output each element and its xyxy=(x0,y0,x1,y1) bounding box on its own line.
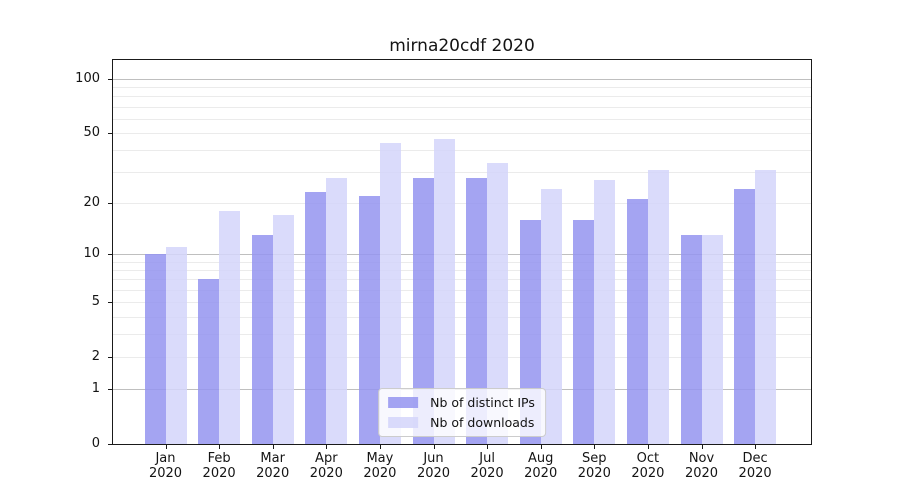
x-tick-label-dec: Dec 2020 xyxy=(738,451,772,481)
bar-downloads-jan xyxy=(165,247,187,444)
gridline-minor-30 xyxy=(113,172,811,174)
gridline-minor-4 xyxy=(113,316,811,318)
bar-downloads-sep xyxy=(594,180,616,444)
x-tick-sep xyxy=(594,445,596,449)
bar-distinct-ips-oct xyxy=(626,199,648,444)
x-tick-label-aug: Aug 2020 xyxy=(524,451,558,481)
gridline-minor-20 xyxy=(113,203,811,205)
gridline-minor-6 xyxy=(113,289,811,291)
y-tick-50 xyxy=(108,132,112,134)
x-tick-jan xyxy=(165,445,167,449)
x-tick-label-jul: Jul 2020 xyxy=(470,451,504,481)
gridline-minor-8 xyxy=(113,270,811,272)
x-tick-jul xyxy=(487,445,489,449)
legend-swatch-distinct-ips xyxy=(388,397,419,408)
x-tick-label-oct: Oct 2020 xyxy=(631,451,665,481)
y-tick-label-1: 1 xyxy=(91,381,100,397)
x-tick-label-feb: Feb 2020 xyxy=(202,451,236,481)
legend-label-downloads: Nb of downloads xyxy=(430,415,535,430)
y-tick-label-0: 0 xyxy=(91,436,100,451)
y-tick-label-20: 20 xyxy=(83,195,100,211)
gridline-major-10 xyxy=(113,254,811,256)
legend-item-downloads: Nb of downloads xyxy=(388,415,535,430)
bar-downloads-oct xyxy=(647,169,669,444)
bar-distinct-ips-jun xyxy=(412,177,434,444)
x-tick-mar xyxy=(272,445,274,449)
y-tick-1 xyxy=(108,389,112,391)
gridline-minor-2 xyxy=(113,357,811,359)
bar-distinct-ips-may xyxy=(358,195,380,444)
y-tick-100 xyxy=(108,78,112,80)
bar-distinct-ips-apr xyxy=(305,192,327,444)
x-tick-label-mar: Mar 2020 xyxy=(256,451,290,481)
y-tick-2 xyxy=(108,357,112,359)
y-tick-label-100: 100 xyxy=(75,70,100,86)
x-tick-feb xyxy=(219,445,221,449)
bar-distinct-ips-nov xyxy=(680,235,702,444)
x-tick-label-apr: Apr 2020 xyxy=(309,451,343,481)
bar-distinct-ips-jul xyxy=(466,177,488,444)
x-tick-jun xyxy=(433,445,435,449)
y-tick-20 xyxy=(108,203,112,205)
gridline-minor-60 xyxy=(113,118,811,120)
plot-area: Nb of distinct IPs Nb of downloads xyxy=(113,60,811,444)
y-tick-label-50: 50 xyxy=(83,124,100,140)
gridline-minor-80 xyxy=(113,96,811,98)
bar-distinct-ips-sep xyxy=(573,219,595,444)
chart-title: mirna20cdf 2020 xyxy=(389,36,535,56)
legend-swatch-downloads xyxy=(388,417,419,428)
bar-downloads-apr xyxy=(326,177,348,444)
gridline-minor-7 xyxy=(113,279,811,281)
y-tick-5 xyxy=(108,302,112,304)
x-tick-label-may: May 2020 xyxy=(363,451,397,481)
legend: Nb of distinct IPs Nb of downloads xyxy=(378,388,546,437)
bar-distinct-ips-feb xyxy=(198,279,220,444)
x-tick-label-jan: Jan 2020 xyxy=(148,451,183,481)
legend-label-distinct-ips: Nb of distinct IPs xyxy=(430,395,535,410)
y-tick-0 xyxy=(108,444,112,445)
x-tick-label-nov: Nov 2020 xyxy=(684,451,719,481)
bar-downloads-nov xyxy=(701,235,723,444)
gridline-minor-3 xyxy=(113,334,811,336)
bar-distinct-ips-aug xyxy=(519,219,541,444)
bar-downloads-may xyxy=(379,142,401,444)
gridline-minor-5 xyxy=(113,302,811,304)
bar-downloads-dec xyxy=(755,169,777,444)
gridline-minor-90 xyxy=(113,87,811,88)
bar-downloads-jun xyxy=(433,139,455,444)
x-tick-label-sep: Sep 2020 xyxy=(577,451,611,481)
bar-distinct-ips-mar xyxy=(251,235,273,444)
x-tick-oct xyxy=(647,445,649,449)
y-tick-label-2: 2 xyxy=(91,349,100,365)
bar-downloads-mar xyxy=(272,215,294,444)
gridline-major-100 xyxy=(113,78,811,80)
y-tick-label-5: 5 xyxy=(91,294,100,310)
x-tick-aug xyxy=(540,445,542,449)
legend-item-distinct-ips: Nb of distinct IPs xyxy=(388,395,535,410)
bar-downloads-aug xyxy=(540,189,562,444)
bar-downloads-feb xyxy=(219,210,241,444)
x-tick-may xyxy=(379,445,381,449)
x-tick-apr xyxy=(326,445,328,449)
x-tick-dec xyxy=(755,445,757,449)
x-tick-nov xyxy=(701,445,703,449)
bar-downloads-jul xyxy=(487,162,509,444)
gridline-minor-50 xyxy=(113,132,811,134)
bar-distinct-ips-jan xyxy=(144,254,166,444)
x-tick-label-jun: Jun 2020 xyxy=(416,451,451,481)
gridline-minor-9 xyxy=(113,261,811,263)
gridline-minor-40 xyxy=(113,150,811,152)
bar-distinct-ips-dec xyxy=(734,189,756,444)
y-tick-label-10: 10 xyxy=(83,246,100,262)
gridline-minor-70 xyxy=(113,106,811,108)
y-tick-10 xyxy=(108,254,112,256)
